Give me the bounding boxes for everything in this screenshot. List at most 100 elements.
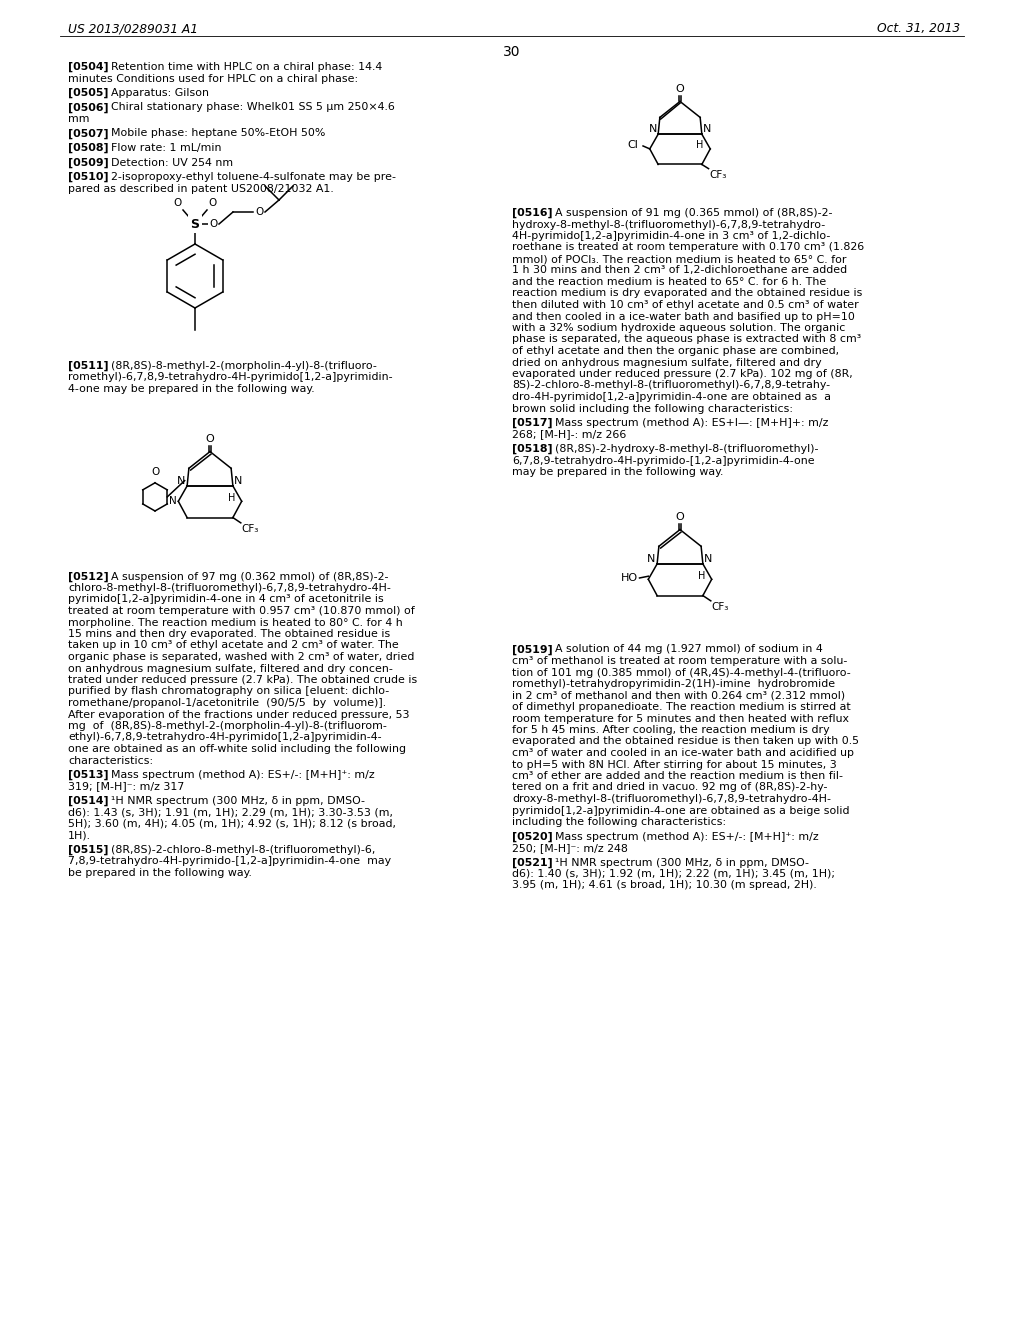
Text: [0517]: [0517]: [512, 418, 553, 428]
Text: [0504]: [0504]: [68, 62, 109, 73]
Text: O: O: [208, 198, 216, 209]
Text: H: H: [228, 494, 236, 503]
Text: 4-one may be prepared in the following way.: 4-one may be prepared in the following w…: [68, 384, 314, 393]
Text: romethyl)-6,7,8,9-tetrahydro-4H-pyrimido[1,2-a]pyrimidin-: romethyl)-6,7,8,9-tetrahydro-4H-pyrimido…: [68, 372, 392, 383]
Text: O: O: [676, 84, 684, 94]
Text: H: H: [695, 140, 703, 150]
Text: Mobile phase: heptane 50%-EtOH 50%: Mobile phase: heptane 50%-EtOH 50%: [103, 128, 326, 139]
Text: [0521]: [0521]: [512, 858, 553, 867]
Text: evaporated under reduced pressure (2.7 kPa). 102 mg of (8R,: evaporated under reduced pressure (2.7 k…: [512, 370, 853, 379]
Text: [0507]: [0507]: [68, 128, 109, 139]
Text: ethyl)-6,7,8,9-tetrahydro-4H-pyrimido[1,2-a]pyrimidin-4-: ethyl)-6,7,8,9-tetrahydro-4H-pyrimido[1,…: [68, 733, 382, 742]
Text: [0518]: [0518]: [512, 444, 553, 454]
Text: trated under reduced pressure (2.7 kPa). The obtained crude is: trated under reduced pressure (2.7 kPa).…: [68, 675, 417, 685]
Text: After evaporation of the fractions under reduced pressure, 53: After evaporation of the fractions under…: [68, 710, 410, 719]
Text: A suspension of 91 mg (0.365 mmol) of (8R,8S)-2-: A suspension of 91 mg (0.365 mmol) of (8…: [548, 209, 833, 218]
Text: N: N: [234, 475, 243, 486]
Text: N: N: [705, 553, 713, 564]
Text: US 2013/0289031 A1: US 2013/0289031 A1: [68, 22, 198, 36]
Text: [0516]: [0516]: [512, 209, 553, 218]
Text: [0508]: [0508]: [68, 143, 109, 153]
Text: mg  of  (8R,8S)-8-methyl-2-(morpholin-4-yl)-8-(trifluorom-: mg of (8R,8S)-8-methyl-2-(morpholin-4-yl…: [68, 721, 387, 731]
Text: mm: mm: [68, 114, 89, 124]
Text: HO: HO: [622, 573, 638, 583]
Text: 2-isopropoxy-ethyl toluene-4-sulfonate may be pre-: 2-isopropoxy-ethyl toluene-4-sulfonate m…: [103, 172, 396, 182]
Text: 8S)-2-chloro-8-methyl-8-(trifluoromethyl)-6,7,8,9-tetrahy-: 8S)-2-chloro-8-methyl-8-(trifluoromethyl…: [512, 380, 830, 391]
Text: then diluted with 10 cm³ of ethyl acetate and 0.5 cm³ of water: then diluted with 10 cm³ of ethyl acetat…: [512, 300, 859, 310]
Text: (8R,8S)-2-hydroxy-8-methyl-8-(trifluoromethyl)-: (8R,8S)-2-hydroxy-8-methyl-8-(trifluorom…: [548, 444, 818, 454]
Text: (8R,8S)-8-methyl-2-(morpholin-4-yl)-8-(trifluoro-: (8R,8S)-8-methyl-2-(morpholin-4-yl)-8-(t…: [103, 360, 377, 371]
Text: d6): 1.40 (s, 3H); 1.92 (m, 1H); 2.22 (m, 1H); 3.45 (m, 1H);: d6): 1.40 (s, 3H); 1.92 (m, 1H); 2.22 (m…: [512, 869, 835, 879]
Text: for 5 h 45 mins. After cooling, the reaction medium is dry: for 5 h 45 mins. After cooling, the reac…: [512, 725, 829, 735]
Text: organic phase is separated, washed with 2 cm³ of water, dried: organic phase is separated, washed with …: [68, 652, 415, 663]
Text: hydroxy-8-methyl-8-(trifluoromethyl)-6,7,8,9-tetrahydro-: hydroxy-8-methyl-8-(trifluoromethyl)-6,7…: [512, 219, 825, 230]
Text: with a 32% sodium hydroxide aqueous solution. The organic: with a 32% sodium hydroxide aqueous solu…: [512, 323, 846, 333]
Text: S: S: [190, 218, 200, 231]
Text: dried on anhydrous magnesium sulfate, filtered and dry: dried on anhydrous magnesium sulfate, fi…: [512, 358, 821, 367]
Text: cm³ of ether are added and the reaction medium is then fil-: cm³ of ether are added and the reaction …: [512, 771, 843, 781]
Text: CF₃: CF₃: [710, 170, 727, 180]
Text: 1H).: 1H).: [68, 830, 91, 841]
Text: treated at room temperature with 0.957 cm³ (10.870 mmol) of: treated at room temperature with 0.957 c…: [68, 606, 415, 616]
Text: O: O: [676, 512, 684, 523]
Text: Chiral stationary phase: Whelk01 SS 5 μm 250×4.6: Chiral stationary phase: Whelk01 SS 5 μm…: [103, 103, 395, 112]
Text: 5H); 3.60 (m, 4H); 4.05 (m, 1H); 4.92 (s, 1H); 8.12 (s broad,: 5H); 3.60 (m, 4H); 4.05 (m, 1H); 4.92 (s…: [68, 818, 396, 829]
Text: including the following characteristics:: including the following characteristics:: [512, 817, 726, 828]
Text: one are obtained as an off-white solid including the following: one are obtained as an off-white solid i…: [68, 744, 406, 754]
Text: [0506]: [0506]: [68, 103, 109, 112]
Text: roethane is treated at room temperature with 0.170 cm³ (1.826: roethane is treated at room temperature …: [512, 243, 864, 252]
Text: [0512]: [0512]: [68, 572, 109, 582]
Text: A suspension of 97 mg (0.362 mmol) of (8R,8S)-2-: A suspension of 97 mg (0.362 mmol) of (8…: [103, 572, 388, 582]
Text: N: N: [177, 475, 185, 486]
Text: Mass spectrum (method A): ES+I—: [M+H]+: m/z: Mass spectrum (method A): ES+I—: [M+H]+:…: [548, 418, 828, 428]
Text: [0514]: [0514]: [68, 796, 109, 807]
Text: 4H-pyrimido[1,2-a]pyrimidin-4-one in 3 cm³ of 1,2-dichlo-: 4H-pyrimido[1,2-a]pyrimidin-4-one in 3 c…: [512, 231, 830, 242]
Text: (8R,8S)-2-chloro-8-methyl-8-(trifluoromethyl)-6,: (8R,8S)-2-chloro-8-methyl-8-(trifluorome…: [103, 845, 375, 855]
Text: purified by flash chromatography on silica [eluent: dichlo-: purified by flash chromatography on sili…: [68, 686, 389, 697]
Text: [0509]: [0509]: [68, 157, 109, 168]
Text: O: O: [255, 207, 263, 216]
Text: pyrimido[1,2-a]pyrimidin-4-one are obtained as a beige solid: pyrimido[1,2-a]pyrimidin-4-one are obtai…: [512, 805, 850, 816]
Text: 319; [M-H]⁻: m/z 317: 319; [M-H]⁻: m/z 317: [68, 781, 184, 792]
Text: d6): 1.43 (s, 3H); 1.91 (m, 1H); 2.29 (m, 1H); 3.30-3.53 (m,: d6): 1.43 (s, 3H); 1.91 (m, 1H); 2.29 (m…: [68, 808, 393, 817]
Text: Mass spectrum (method A): ES+/-: [M+H]⁺: m/z: Mass spectrum (method A): ES+/-: [M+H]⁺:…: [548, 832, 818, 842]
Text: O: O: [206, 434, 214, 444]
Text: romethane/propanol-1/acetonitrile  (90/5/5  by  volume)].: romethane/propanol-1/acetonitrile (90/5/…: [68, 698, 386, 708]
Text: CF₃: CF₃: [242, 524, 259, 533]
Text: on anhydrous magnesium sulfate, filtered and dry concen-: on anhydrous magnesium sulfate, filtered…: [68, 664, 393, 673]
Text: O: O: [209, 219, 217, 228]
Text: 250; [M-H]⁻: m/z 248: 250; [M-H]⁻: m/z 248: [512, 843, 628, 853]
Text: 268; [M-H]-: m/z 266: 268; [M-H]-: m/z 266: [512, 429, 627, 440]
Text: cm³ of methanol is treated at room temperature with a solu-: cm³ of methanol is treated at room tempe…: [512, 656, 848, 667]
Text: and the reaction medium is heated to 65° C. for 6 h. The: and the reaction medium is heated to 65°…: [512, 277, 826, 286]
Text: room temperature for 5 minutes and then heated with reflux: room temperature for 5 minutes and then …: [512, 714, 849, 723]
Text: ¹H NMR spectrum (300 MHz, δ in ppm, DMSO-: ¹H NMR spectrum (300 MHz, δ in ppm, DMSO…: [548, 858, 809, 867]
Text: Oct. 31, 2013: Oct. 31, 2013: [877, 22, 961, 36]
Text: [0505]: [0505]: [68, 88, 109, 98]
Text: tered on a frit and dried in vacuo. 92 mg of (8R,8S)-2-hy-: tered on a frit and dried in vacuo. 92 m…: [512, 783, 827, 792]
Text: Mass spectrum (method A): ES+/-: [M+H]⁺: m/z: Mass spectrum (method A): ES+/-: [M+H]⁺:…: [103, 770, 375, 780]
Text: brown solid including the following characteristics:: brown solid including the following char…: [512, 404, 793, 413]
Text: 3.95 (m, 1H); 4.61 (s broad, 1H); 10.30 (m spread, 2H).: 3.95 (m, 1H); 4.61 (s broad, 1H); 10.30 …: [512, 880, 817, 891]
Text: H: H: [698, 572, 706, 581]
Text: to pH=5 with 8N HCl. After stirring for about 15 minutes, 3: to pH=5 with 8N HCl. After stirring for …: [512, 759, 837, 770]
Text: be prepared in the following way.: be prepared in the following way.: [68, 869, 252, 878]
Text: tion of 101 mg (0.385 mmol) of (4R,4S)-4-methyl-4-(trifluoro-: tion of 101 mg (0.385 mmol) of (4R,4S)-4…: [512, 668, 851, 677]
Text: of ethyl acetate and then the organic phase are combined,: of ethyl acetate and then the organic ph…: [512, 346, 839, 356]
Text: mmol) of POCl₃. The reaction medium is heated to 65° C. for: mmol) of POCl₃. The reaction medium is h…: [512, 253, 847, 264]
Text: 6,7,8,9-tetrahydro-4H-pyrimido-[1,2-a]pyrimidin-4-one: 6,7,8,9-tetrahydro-4H-pyrimido-[1,2-a]py…: [512, 455, 815, 466]
Text: O: O: [174, 198, 182, 209]
Text: ¹H NMR spectrum (300 MHz, δ in ppm, DMSO-: ¹H NMR spectrum (300 MHz, δ in ppm, DMSO…: [103, 796, 365, 807]
Text: droxy-8-methyl-8-(trifluoromethyl)-6,7,8,9-tetrahydro-4H-: droxy-8-methyl-8-(trifluoromethyl)-6,7,8…: [512, 795, 831, 804]
Text: 7,8,9-tetrahydro-4H-pyrimido-[1,2-a]pyrimidin-4-one  may: 7,8,9-tetrahydro-4H-pyrimido-[1,2-a]pyri…: [68, 857, 391, 866]
Text: O: O: [151, 467, 159, 477]
Text: dro-4H-pyrimido[1,2-a]pyrimidin-4-one are obtained as  a: dro-4H-pyrimido[1,2-a]pyrimidin-4-one ar…: [512, 392, 831, 403]
Text: [0519]: [0519]: [512, 644, 553, 655]
Text: and then cooled in a ice-water bath and basified up to pH=10: and then cooled in a ice-water bath and …: [512, 312, 855, 322]
Text: Flow rate: 1 mL/min: Flow rate: 1 mL/min: [103, 143, 221, 153]
Text: Apparatus: Gilson: Apparatus: Gilson: [103, 88, 209, 98]
Text: [0511]: [0511]: [68, 360, 109, 371]
Text: of dimethyl propanedioate. The reaction medium is stirred at: of dimethyl propanedioate. The reaction …: [512, 702, 851, 711]
Text: [0510]: [0510]: [68, 172, 109, 182]
Text: minutes Conditions used for HPLC on a chiral phase:: minutes Conditions used for HPLC on a ch…: [68, 74, 358, 83]
